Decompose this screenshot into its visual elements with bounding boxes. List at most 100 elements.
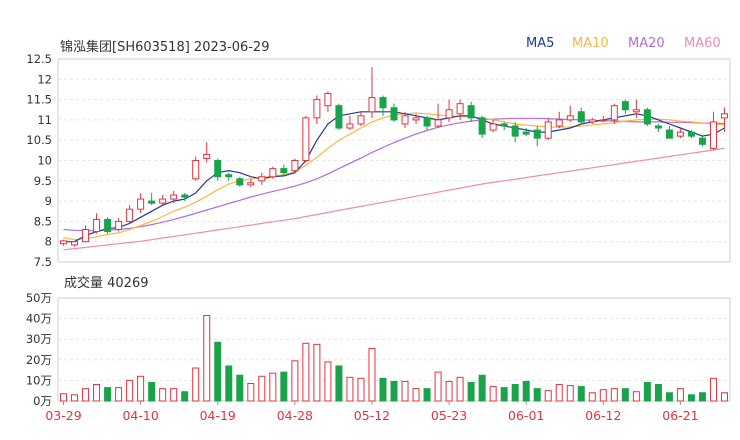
candle-body — [478, 117, 486, 135]
candle-body — [368, 97, 376, 113]
volume-bar — [82, 388, 90, 402]
candle — [137, 192, 145, 214]
volume-bar — [445, 380, 453, 402]
candle — [115, 218, 123, 232]
legend-ma5: MA5 — [526, 36, 555, 51]
volume-bar — [225, 365, 233, 402]
volume-bar — [687, 394, 695, 402]
volume-bar — [236, 374, 244, 402]
candle-body — [643, 109, 651, 125]
candle — [599, 115, 607, 122]
volume-tick-label: 40万 — [26, 312, 52, 326]
price-y-axis: 12.5 12 11.5 11 10.5 10 9.5 9 8.5 8 7.5 — [26, 52, 52, 269]
x-tick-label: 05-12 — [354, 408, 390, 423]
candle-body — [401, 115, 409, 125]
price-tick-label: 12 — [37, 72, 52, 86]
candle-body — [511, 125, 519, 137]
candle-body — [522, 131, 530, 135]
candle-body — [82, 229, 90, 243]
candle — [93, 213, 101, 234]
volume-bar — [500, 387, 508, 402]
candle-body — [159, 198, 167, 204]
volume-bar — [170, 388, 178, 402]
volume-bar — [665, 392, 673, 402]
volume-bar — [412, 388, 420, 402]
candle-body — [456, 103, 464, 115]
candle — [203, 142, 211, 163]
candle-body — [148, 200, 156, 204]
volume-bar — [93, 384, 101, 402]
candle-body — [489, 123, 497, 131]
volume-bar — [115, 387, 123, 402]
volume-tick-label: 0万 — [33, 394, 52, 408]
x-tick-label: 04-10 — [122, 408, 158, 423]
candle — [368, 67, 376, 118]
candle — [379, 95, 387, 116]
candle-body — [269, 168, 277, 178]
candle — [577, 107, 585, 124]
price-tick-label: 11 — [37, 113, 52, 127]
candle-body — [632, 109, 640, 113]
candle — [313, 95, 321, 124]
candle-body — [302, 117, 310, 162]
candle-body — [104, 218, 112, 233]
legend-ma20: MA20 — [628, 36, 665, 51]
volume-bar — [423, 388, 431, 402]
candle — [280, 164, 288, 177]
candle — [82, 225, 90, 243]
candle — [214, 158, 222, 181]
volume-bar — [610, 388, 618, 402]
x-axis: 03-29 04-10 04-19 04-28 05-12 05-23 06-01 06-12… — [45, 401, 699, 423]
x-tick-label: 04-19 — [200, 408, 236, 423]
candle — [324, 91, 332, 112]
candle — [621, 99, 629, 114]
candle — [258, 172, 266, 185]
volume-bar — [456, 376, 464, 402]
candle — [71, 240, 79, 247]
candle — [192, 156, 200, 181]
price-tick-label: 7.5 — [34, 255, 52, 269]
candle — [291, 158, 299, 173]
volume-bar — [676, 388, 684, 402]
volume-bar — [280, 371, 288, 402]
volume-bar — [566, 385, 574, 402]
volume-bar — [126, 379, 134, 402]
legend-ma60: MA60 — [684, 36, 721, 51]
volume-bar — [654, 384, 662, 402]
candle — [302, 115, 310, 163]
candle — [544, 117, 552, 141]
volume-bar — [467, 381, 475, 402]
candle-body — [291, 160, 299, 172]
candle-body — [236, 178, 244, 186]
candle-body — [335, 105, 343, 129]
candle-body — [258, 176, 266, 182]
candle-body — [115, 220, 123, 231]
ma-line-ma20 — [63, 117, 725, 232]
volume-bar — [478, 374, 486, 402]
volume-bar — [346, 376, 354, 402]
volume-label: 成交量 40269 — [64, 276, 149, 291]
candle — [632, 99, 640, 118]
candle-body — [192, 160, 200, 180]
x-tick-label: 03-29 — [45, 408, 81, 423]
volume-tick-label: 10万 — [26, 373, 52, 387]
candle-body — [621, 101, 629, 111]
volume-bar — [269, 372, 277, 402]
volume-bar — [71, 394, 79, 402]
x-tick-label: 06-21 — [662, 408, 698, 423]
volume-bar — [401, 380, 409, 402]
price-tick-label: 11.5 — [26, 93, 52, 107]
volume-bar — [335, 365, 343, 402]
volume-bar — [148, 381, 156, 402]
candle — [478, 115, 486, 139]
candle — [247, 178, 255, 187]
candle — [434, 103, 442, 129]
candle-body — [71, 241, 79, 246]
candle — [489, 119, 497, 133]
candle — [148, 192, 156, 206]
volume-bar — [533, 388, 541, 402]
volume-bar — [302, 342, 310, 402]
legend-ma10: MA10 — [572, 36, 609, 51]
